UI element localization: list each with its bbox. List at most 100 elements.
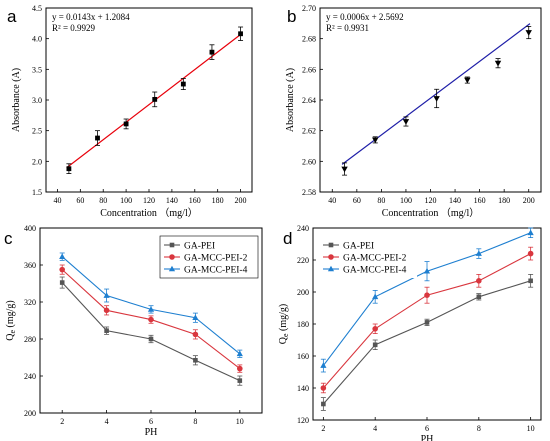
legend: GA-PEI GA-MCC-PEI-2 GA-MCC-PEI-4 <box>159 235 259 279</box>
point-marker <box>494 60 502 67</box>
legend-label: GA-MCC-PEI-2 <box>184 254 248 264</box>
point-marker <box>320 362 327 368</box>
y-tick-label: 2.58 <box>302 188 316 197</box>
point-marker <box>237 365 243 372</box>
y-tick-label: 4.5 <box>32 4 42 13</box>
series-1 <box>59 264 243 373</box>
x-tick-label: 60 <box>353 196 361 205</box>
y-tick-label: 180 <box>297 320 309 329</box>
data-point <box>95 130 100 146</box>
legend-swatch-marker <box>169 254 175 260</box>
x-tick-label: 160 <box>189 196 201 205</box>
x-tick-label: 80 <box>99 196 107 205</box>
data-point <box>341 162 348 176</box>
x-tick-label: 8 <box>193 417 197 426</box>
y-tick-label: 2.0 <box>32 157 42 166</box>
legend-label: GA-PEI <box>184 242 215 252</box>
x-tick-label: 4 <box>105 417 109 426</box>
series-0 <box>320 273 534 411</box>
data-point <box>525 25 532 40</box>
point-marker <box>372 326 378 332</box>
point-marker <box>104 328 109 333</box>
point-marker <box>147 306 155 312</box>
y-tick-label: 160 <box>297 352 309 361</box>
equation-annotation: R² = 0.9929 <box>52 23 96 33</box>
y-tick-label: 2.5 <box>32 127 42 136</box>
legend-label: GA-MCC-PEI-4 <box>343 266 407 276</box>
point-marker <box>476 294 482 300</box>
y-tick-label: 220 <box>297 256 309 265</box>
y-tick-label: 2.68 <box>302 35 316 44</box>
panel-a: a 40 60 80 100 120 140 160 180 200 1.5 2.0 2.5 3.0 3.5… <box>7 4 253 219</box>
x-tick-label: 10 <box>236 417 244 426</box>
point-marker <box>59 280 65 285</box>
y-tick-label: 400 <box>24 224 36 233</box>
point-marker <box>209 49 215 55</box>
point-marker <box>372 137 379 144</box>
x-tick-label: 140 <box>449 196 461 205</box>
x-tick-label: 40 <box>53 196 61 205</box>
y-tick-label: 1.5 <box>32 188 42 197</box>
x-tick-label: 4 <box>373 424 377 433</box>
legend: GA-PEI GA-MCC-PEI-2 GA-MCC-PEI-4 <box>319 236 417 278</box>
point-marker <box>525 30 532 36</box>
y-tick-label: 2.62 <box>302 127 316 136</box>
point-marker <box>433 96 440 102</box>
point-marker <box>402 119 410 125</box>
x-axis-title: PH <box>145 427 158 438</box>
point-marker <box>180 81 186 87</box>
y-tick-label: 200 <box>24 409 36 418</box>
series-0 <box>59 276 243 386</box>
point-marker <box>528 278 533 284</box>
data-point <box>209 44 215 60</box>
legend-label: GA-PEI <box>343 242 374 252</box>
y-tick-label: 2.66 <box>302 65 316 74</box>
point-marker <box>372 293 379 300</box>
panel-d: d 2 4 6 8 10 120 140 160 180 200 220 240 PH Qe (mg/g) G… <box>278 224 542 441</box>
point-marker <box>424 320 430 325</box>
data-point <box>464 76 471 84</box>
point-marker <box>192 314 199 321</box>
y-axis-title: Qe (mg/g) <box>5 300 17 341</box>
y-tick-label: 320 <box>24 298 36 307</box>
y-tick-label: 240 <box>24 372 36 381</box>
data-point <box>372 136 379 144</box>
point-marker <box>148 336 154 342</box>
legend-label: GA-MCC-PEI-2 <box>343 254 407 264</box>
legend-swatch-marker <box>169 242 175 248</box>
series-2 <box>59 252 243 358</box>
equation-annotation: y = 0.0143x + 1.2084 <box>52 12 130 22</box>
x-tick-label: 8 <box>477 424 481 433</box>
point-marker <box>341 166 348 173</box>
y-tick-label: 280 <box>24 335 36 344</box>
point-marker <box>476 278 482 284</box>
point-marker <box>123 121 129 127</box>
x-tick-label: 120 <box>425 196 437 205</box>
data-point <box>66 163 72 175</box>
y-tick-label: 120 <box>297 416 309 425</box>
x-tick-label: 10 <box>527 424 535 433</box>
point-marker <box>464 77 471 84</box>
data-point <box>123 118 129 130</box>
data-point <box>433 88 440 109</box>
y-tick-label: 240 <box>297 224 309 233</box>
legend-swatch-marker <box>327 265 335 272</box>
panel-letter: b <box>287 7 296 26</box>
y-tick-label: 2.70 <box>302 4 316 13</box>
series-2 <box>320 227 534 373</box>
plot-frame <box>319 7 542 193</box>
panel-c: c 2 4 6 8 10 200 240 280 320 360 400 PH Qe (mg/g) GA-P… <box>4 224 263 438</box>
equation-annotation: R² = 0.9931 <box>326 23 369 33</box>
legend-swatch-marker <box>328 242 334 248</box>
x-tick-label: 80 <box>377 196 385 205</box>
equation-annotation: y = 0.0006x + 2.5692 <box>326 12 404 22</box>
data-point <box>402 116 410 127</box>
legend-label: GA-MCC-PEI-4 <box>184 266 248 276</box>
legend-swatch-marker <box>168 265 176 272</box>
y-tick-label: 200 <box>297 288 309 297</box>
x-tick-label: 100 <box>400 196 412 205</box>
point-marker <box>193 357 198 363</box>
data-point <box>238 26 244 41</box>
y-axis-title: Qe (mg/g) <box>278 304 290 345</box>
